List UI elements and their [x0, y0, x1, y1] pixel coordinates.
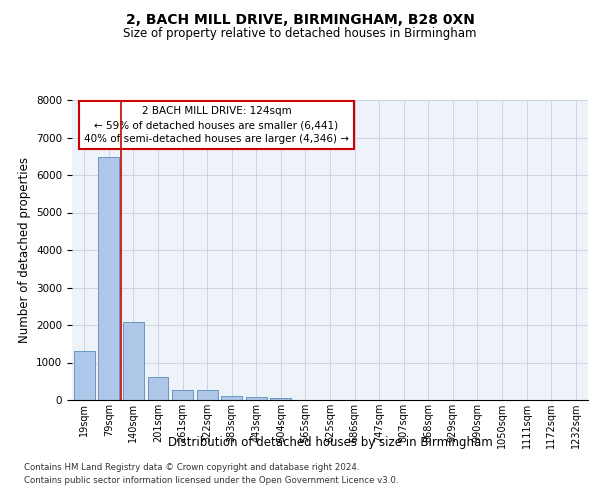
Bar — [172, 390, 193, 400]
Bar — [123, 322, 144, 400]
Text: Distribution of detached houses by size in Birmingham: Distribution of detached houses by size … — [167, 436, 493, 449]
Text: Contains public sector information licensed under the Open Government Licence v3: Contains public sector information licen… — [24, 476, 398, 485]
Bar — [74, 351, 95, 400]
Text: 2, BACH MILL DRIVE, BIRMINGHAM, B28 0XN: 2, BACH MILL DRIVE, BIRMINGHAM, B28 0XN — [125, 12, 475, 26]
Y-axis label: Number of detached properties: Number of detached properties — [17, 157, 31, 343]
Text: Size of property relative to detached houses in Birmingham: Size of property relative to detached ho… — [123, 28, 477, 40]
Bar — [98, 156, 119, 400]
Bar — [221, 396, 242, 400]
Bar — [197, 390, 218, 400]
Bar — [148, 377, 169, 400]
Text: 2 BACH MILL DRIVE: 124sqm
← 59% of detached houses are smaller (6,441)
40% of se: 2 BACH MILL DRIVE: 124sqm ← 59% of detac… — [84, 106, 349, 144]
Bar — [271, 398, 292, 400]
Bar — [246, 397, 267, 400]
Text: Contains HM Land Registry data © Crown copyright and database right 2024.: Contains HM Land Registry data © Crown c… — [24, 464, 359, 472]
